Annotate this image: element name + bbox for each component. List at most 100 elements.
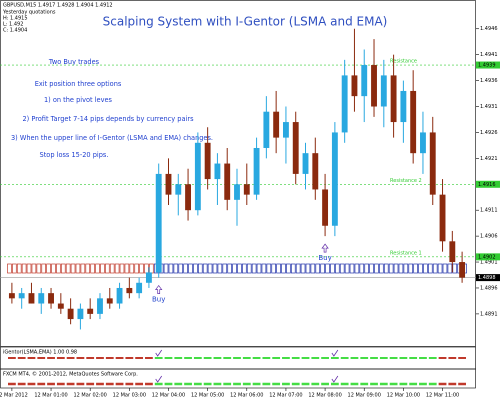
signal-box <box>281 263 286 274</box>
signal-box <box>183 263 188 274</box>
signal-box <box>134 263 139 274</box>
signal-box <box>105 263 110 274</box>
candle-body <box>322 189 329 226</box>
info-line: Yesterday quotations <box>2 10 56 16</box>
chart-title: Scalping System with I-Gentor (LSMA and … <box>103 15 388 29</box>
check-mark <box>331 349 339 357</box>
signal-box <box>114 263 120 274</box>
price-tag-label: 1.4898 <box>478 275 496 281</box>
signal-box <box>388 263 394 274</box>
x-tick-label: 12 Mar 09:00 <box>348 393 381 399</box>
candle-body <box>175 184 182 195</box>
signal-box <box>237 263 242 274</box>
level-value: 1.4939 <box>478 63 496 69</box>
indicator-label: iGentor(LSMA,EMA) 1.00 0.98 <box>3 350 77 356</box>
annotation: 3) When the upper line of I-Gentor (LSMA… <box>11 134 213 142</box>
signal-box <box>202 263 208 274</box>
signal-box <box>369 263 374 274</box>
candle-body <box>145 272 152 283</box>
signal-box <box>232 263 237 274</box>
signal-box <box>408 263 414 274</box>
candle-body <box>331 132 338 226</box>
y-tick-label: 1.4891 <box>480 311 498 317</box>
signal-box <box>188 263 193 274</box>
candle-body <box>18 293 25 299</box>
signal-box <box>325 263 330 274</box>
candle-body <box>283 122 289 138</box>
signal-box <box>428 263 433 274</box>
y-tick-label: 1.4901 <box>480 260 498 266</box>
signal-box <box>330 263 335 274</box>
candle-body <box>390 75 397 123</box>
signal-box <box>266 263 272 274</box>
signal-box <box>109 263 115 274</box>
y-tick-label: 1.4921 <box>480 156 498 162</box>
candle-body <box>136 282 143 294</box>
info-line: H: 1.4915 <box>3 16 28 22</box>
signal-box <box>217 263 223 274</box>
candle-body <box>77 308 84 320</box>
signal-box <box>75 263 81 274</box>
candle-body <box>312 153 319 190</box>
signal-box <box>276 263 281 274</box>
x-tick-label: 12 Mar 08:00 <box>308 393 341 399</box>
check-mark <box>331 375 339 383</box>
candle-body <box>410 90 417 154</box>
y-tick-label: 1.4936 <box>480 78 498 84</box>
x-tick-label: 12 Mar 05:00 <box>191 393 224 399</box>
x-tick-label: 12 Mar 06:00 <box>230 393 263 399</box>
level-tag <box>476 61 500 69</box>
signal-box <box>56 263 61 274</box>
x-tick-label: 12 Mar 11:00 <box>426 393 459 399</box>
signal-box <box>295 263 301 274</box>
signal-box <box>256 263 262 274</box>
candle-body <box>67 308 74 320</box>
signal-box <box>413 263 418 274</box>
signal-box <box>100 263 105 274</box>
candle-body <box>194 142 201 211</box>
signal-box <box>242 263 247 274</box>
buy-arrow <box>321 243 329 253</box>
signal-box <box>95 263 100 274</box>
signal-box <box>139 263 144 274</box>
x-tick-label: 12 Mar 2012 <box>0 393 28 399</box>
signal-box <box>398 263 404 274</box>
candle-body <box>292 122 299 174</box>
candle-body <box>439 194 446 242</box>
candle-body <box>429 132 436 195</box>
candle-body <box>97 298 103 314</box>
signal-box <box>26 263 32 274</box>
signal-box <box>193 263 198 274</box>
candle-body <box>459 262 466 278</box>
signal-box <box>222 263 228 274</box>
signal-box <box>173 263 179 274</box>
signal-box <box>60 263 66 274</box>
x-tick-label: 12 Mar 02:00 <box>73 393 106 399</box>
signal-box <box>349 263 355 274</box>
signal-box <box>339 263 345 274</box>
x-tick-label: 12 Mar 01:00 <box>34 393 67 399</box>
signal-box <box>16 263 22 274</box>
x-tick-label: 12 Mar 07:00 <box>269 393 302 399</box>
candle-body <box>185 184 191 211</box>
signal-box <box>300 263 306 274</box>
check-mark <box>155 349 163 357</box>
signal-box <box>393 263 399 274</box>
candle-body <box>165 173 172 195</box>
signal-box <box>437 263 443 274</box>
signal-box <box>70 263 76 274</box>
candle-body <box>243 184 250 195</box>
candle-body <box>48 293 54 304</box>
main-panel <box>0 0 476 347</box>
signal-box <box>251 263 257 274</box>
signal-box <box>286 263 291 274</box>
candle-body <box>420 132 426 154</box>
check-mark <box>155 375 163 383</box>
footer-label: FXCM MT4, © 2001-2012, MetaQuotes Softwa… <box>3 371 138 378</box>
candle-body <box>253 147 260 195</box>
signal-box <box>90 263 95 274</box>
signal-box <box>383 263 389 274</box>
signal-box <box>41 263 46 274</box>
